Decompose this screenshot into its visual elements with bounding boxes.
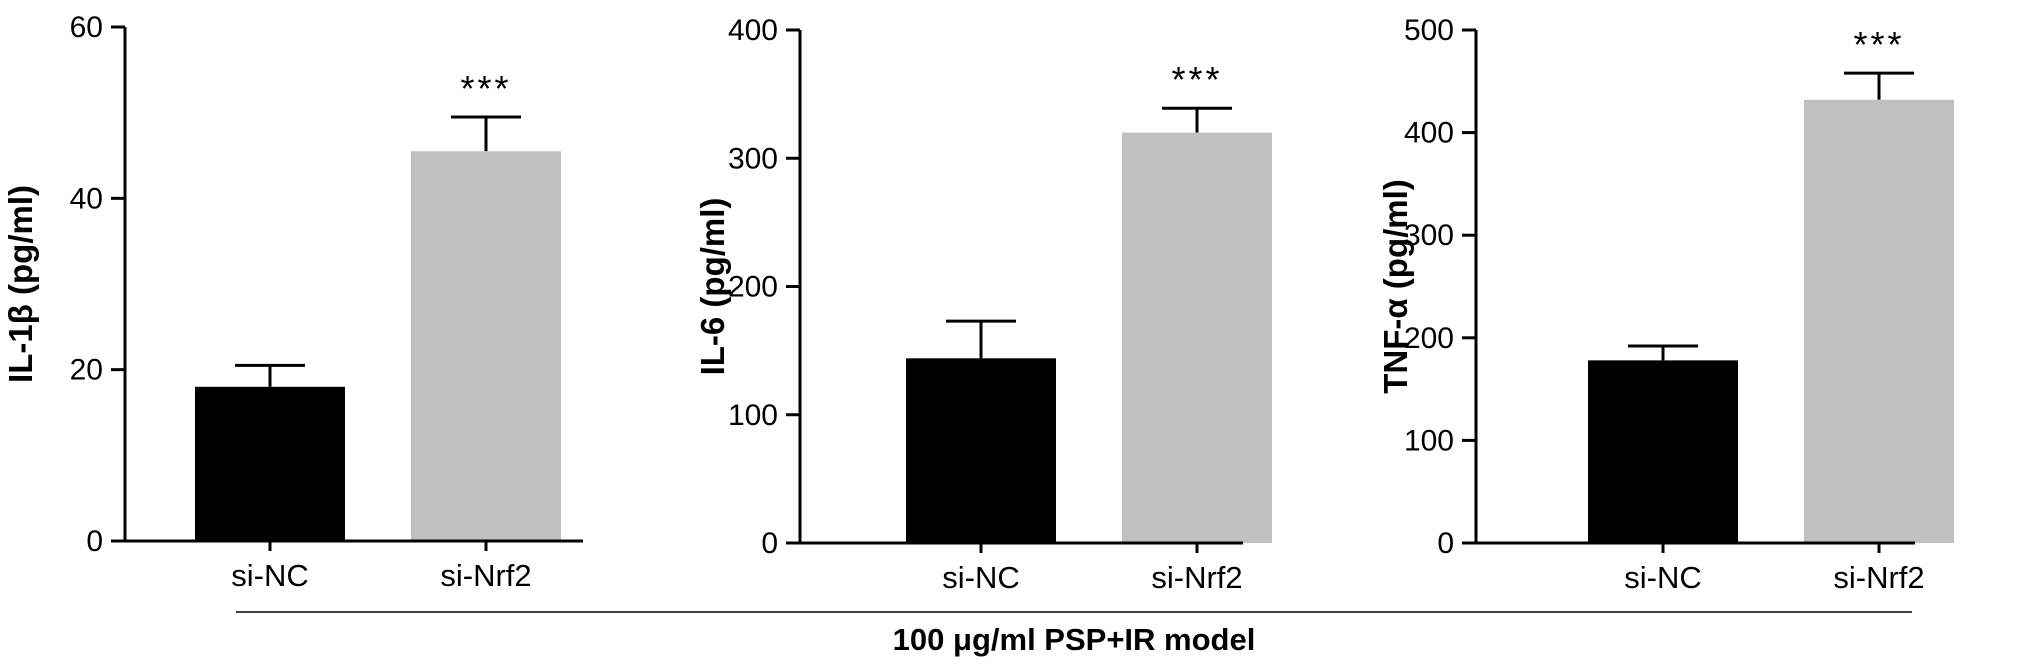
y-tick-label: 0: [1437, 527, 1454, 560]
bar: [411, 151, 561, 541]
y-tick-label: 400: [728, 14, 778, 47]
x-tick-label: si-Nrf2: [1833, 560, 1924, 595]
y-tick-label: 0: [86, 525, 103, 558]
y-tick-label: 100: [728, 399, 778, 432]
group-label: 100 μg/ml PSP+IR model: [893, 622, 1256, 657]
significance-label: ***: [460, 68, 511, 109]
significance-label: ***: [1171, 59, 1222, 100]
y-tick-label: 0: [761, 527, 778, 560]
bar: [1804, 99, 1954, 543]
x-tick-label: si-NC: [1624, 560, 1702, 595]
chart-panel-1: si-NC *** si-Nrf2 0 20 40 60 IL-1β (pg/ml): [2, 11, 583, 593]
y-tick-label: 40: [70, 182, 103, 215]
y-tick-label: 300: [728, 142, 778, 175]
x-tick-label: si-NC: [942, 560, 1020, 595]
y-axis-title: IL-6 (pg/ml): [694, 198, 731, 376]
y-axis-title: IL-1β (pg/ml): [2, 185, 39, 383]
y-tick-label: 20: [70, 354, 103, 387]
bar: [195, 386, 345, 541]
y-tick-label: 300: [1404, 219, 1454, 252]
y-tick-label: 200: [728, 271, 778, 304]
chart-panel-3: si-NC *** si-Nrf2 0 100 200 300 400 500 TNF-α (pg…: [1377, 14, 1954, 595]
chart-panel-2: si-NC *** si-Nrf2 0 100 200 300 400 IL-6 (pg/ml): [694, 14, 1272, 595]
y-axis-title: TNF-α (pg/ml): [1377, 179, 1414, 394]
y-tick-label: 60: [70, 11, 103, 44]
bar: [1588, 360, 1738, 543]
significance-label: ***: [1853, 24, 1904, 65]
bar: [906, 358, 1056, 543]
x-tick-label: si-Nrf2: [1151, 560, 1242, 595]
x-tick-label: si-Nrf2: [440, 558, 531, 593]
y-tick-label: 200: [1404, 322, 1454, 355]
x-tick-label: si-NC: [231, 558, 309, 593]
y-tick-label: 400: [1404, 117, 1454, 150]
y-tick-label: 500: [1404, 14, 1454, 47]
bar: [1122, 132, 1272, 543]
y-tick-label: 100: [1404, 424, 1454, 457]
